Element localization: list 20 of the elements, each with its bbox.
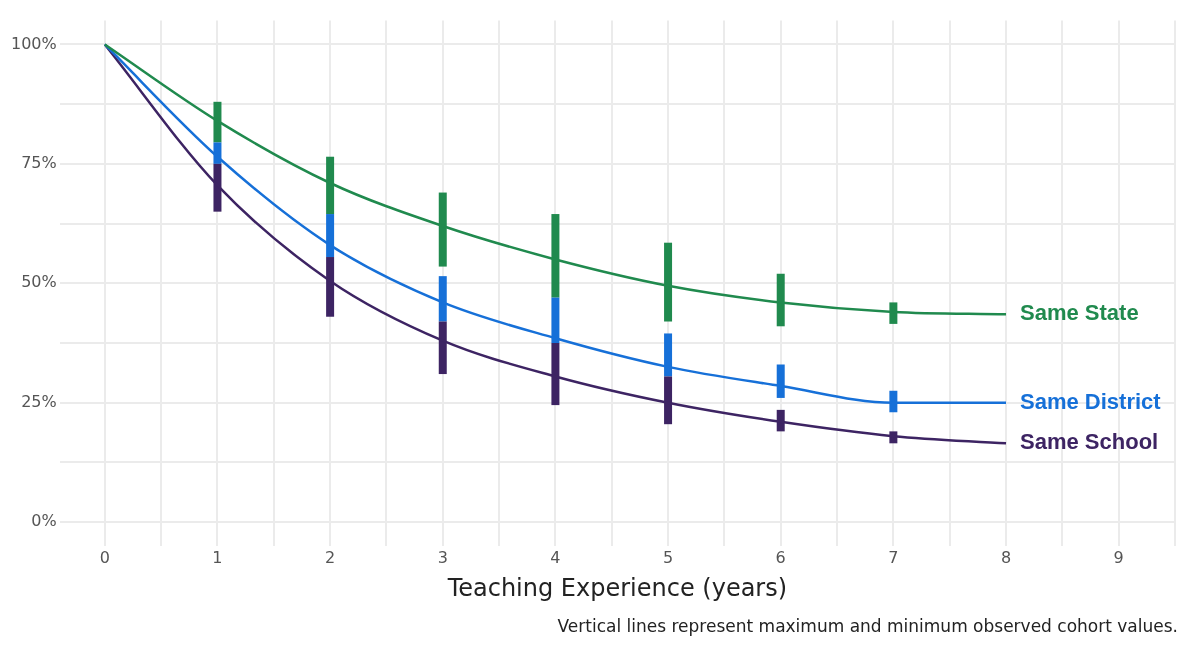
x-tick-label: 9 [1113,547,1124,567]
x-tick-label: 4 [550,547,561,567]
x-tick-label: 8 [1000,547,1012,567]
y-tick-label: 75% [21,153,57,173]
series-label: Same State [1020,300,1139,326]
text: Vertical lines represent maximum and minimum observed cohort values. [556,616,1178,636]
x-tick-label: 7 [888,547,899,567]
x-tick-label: 5 [662,547,674,567]
series-label: Same School [1020,429,1159,455]
y-tick-label: 0% [31,511,57,531]
y-tick-label: 25% [21,391,57,411]
x-tick-label: 0 [99,547,110,567]
series-label: Same District [1020,388,1162,414]
y-tick-label: 50% [21,272,57,292]
x-axis-title: Teaching Experience (years) [446,573,788,602]
x-tick-label: 3 [437,547,448,567]
y-tick-label: 100% [10,33,57,53]
x-tick-label: 6 [775,547,786,567]
x-tick-label: 1 [212,547,223,567]
x-tick-label: 2 [325,547,336,567]
